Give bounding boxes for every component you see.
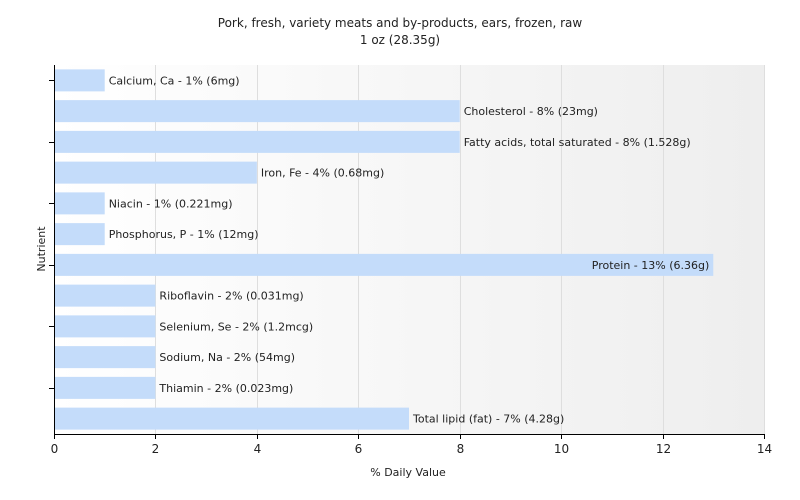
bar-label: Riboflavin - 2% (0.031mg) xyxy=(159,290,303,303)
x-tick-label: 14 xyxy=(757,442,772,456)
plot-area xyxy=(54,65,764,434)
bar xyxy=(55,253,714,276)
x-tick-label: 12 xyxy=(656,442,671,456)
x-tick-label: 0 xyxy=(51,442,59,456)
bar xyxy=(55,346,156,369)
bar-label: Thiamin - 2% (0.023mg) xyxy=(158,382,293,395)
chart-subtitle: 1 oz (28.35g) xyxy=(360,33,440,47)
bar-label: Sodium, Na - 2% (54mg) xyxy=(159,351,295,364)
bar-label: Fatty acids, total saturated - 8% (1.528… xyxy=(464,136,691,149)
x-axis-title: % Daily Value xyxy=(370,466,446,479)
bar-label: Selenium, Se - 2% (1.2mcg) xyxy=(159,320,313,333)
bar-label: Iron, Fe - 4% (0.68mg) xyxy=(261,167,384,180)
bar-label: Phosphorus, P - 1% (12mg) xyxy=(109,228,259,241)
x-tick-label: 6 xyxy=(355,442,363,456)
bar xyxy=(55,130,460,153)
x-tick-label: 4 xyxy=(254,442,262,456)
bars-group: Calcium, Ca - 1% (6mg) Cholesterol - 8% (… xyxy=(55,69,714,430)
bar-label: Total lipid (fat) - 7% (4.28g) xyxy=(412,413,564,426)
grid-lines xyxy=(155,65,765,434)
bar xyxy=(55,161,257,184)
bar-label: Protein - 13% (6.36g) xyxy=(592,259,710,272)
bar xyxy=(55,100,460,123)
bar xyxy=(55,192,105,215)
bar-label: Calcium, Ca - 1% (6mg) xyxy=(109,74,240,87)
y-axis-title: Nutrient xyxy=(35,226,48,272)
bar xyxy=(55,407,409,430)
axes-group: 0 2 4 6 8 10 12 14 xyxy=(49,65,772,456)
bar xyxy=(55,315,156,338)
bar xyxy=(55,376,156,399)
x-tick-label: 2 xyxy=(152,442,160,456)
chart-title: Pork, fresh, variety meats and by-produc… xyxy=(218,16,583,30)
bar xyxy=(55,69,105,92)
x-tick-label: 10 xyxy=(554,442,569,456)
bar-label: Cholesterol - 8% (23mg) xyxy=(464,105,598,118)
bar xyxy=(55,223,105,246)
bar-label: Niacin - 1% (0.221mg) xyxy=(109,197,233,210)
x-tick-label: 8 xyxy=(457,442,465,456)
bar xyxy=(55,284,156,307)
